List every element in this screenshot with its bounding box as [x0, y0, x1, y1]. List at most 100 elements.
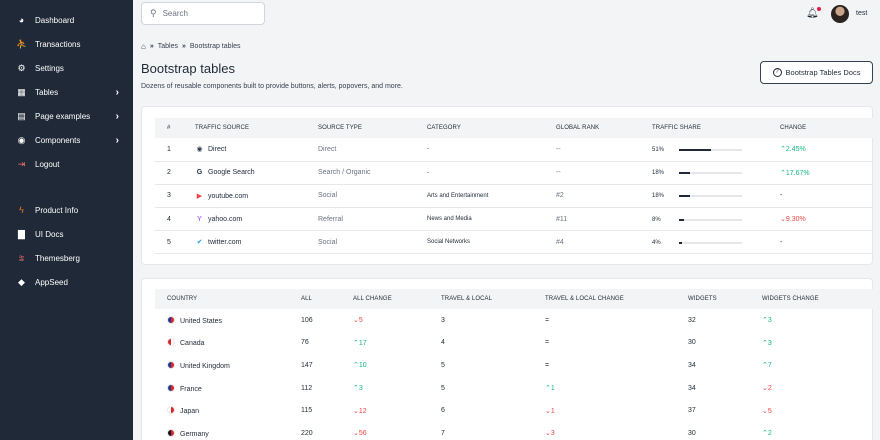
category: -	[427, 161, 556, 185]
arrow-down-icon: ⌄	[545, 430, 551, 438]
traffic-share-cell: 51%	[652, 138, 780, 162]
country-name[interactable]: United States	[180, 317, 223, 325]
notification-dot	[816, 7, 821, 11]
traffic-share: 51%	[652, 147, 742, 153]
travel-value: 5	[441, 361, 445, 369]
traffic-share-percent: 18%	[652, 193, 665, 200]
change-value: -	[780, 192, 783, 200]
progress-fill	[679, 172, 691, 175]
arrow-up-icon: ⌃	[353, 339, 359, 347]
traffic-share-cell: 4%	[652, 230, 780, 255]
traffic-source-cell: ✔ twitter.com	[195, 230, 318, 255]
traffic-source[interactable]: twitter.com	[208, 239, 242, 247]
traffic-source[interactable]: yahoo.com	[208, 215, 243, 223]
breadcrumb-item-current: Bootstrap tables	[189, 43, 241, 50]
sidebar-item-dashboard[interactable]: ◕ Dashboard	[0, 8, 133, 32]
country-cell: Canada	[155, 332, 301, 355]
search-box[interactable]: ⚲	[141, 2, 265, 25]
category: Social Networks	[427, 230, 556, 255]
pie-chart-icon: ◕	[18, 15, 25, 25]
sidebar-item-appseed[interactable]: ◆ AppSeed	[0, 270, 133, 294]
change-value: 2.45%	[785, 146, 806, 154]
change-cell: ⌄1	[545, 399, 688, 422]
home-icon[interactable]: ⌂	[141, 42, 146, 51]
sidebar-item-label: Components	[35, 135, 81, 145]
breadcrumb: ⌂ » Tables » Bootstrap tables	[141, 42, 240, 51]
arrow-down-icon: ⌄	[545, 407, 551, 415]
sidebar-item-page-examples[interactable]: ▤ Page examples ›	[0, 104, 133, 128]
category: Arts and Entertainment	[427, 184, 556, 209]
page-subtitle: Dozens of reusable components built to p…	[141, 83, 403, 90]
table-row: 2 G Google Search Search / Organic - -- 18% ⌃17…	[155, 161, 873, 185]
sidebar-item-label: Dashboard	[35, 15, 75, 25]
country-name[interactable]: Japan	[180, 408, 200, 416]
breadcrumb-item-tables[interactable]: Tables	[157, 43, 178, 50]
avatar[interactable]	[831, 5, 849, 23]
arrow-up-icon: ⌃	[762, 430, 768, 438]
sidebar-item-label: AppSeed	[35, 277, 68, 287]
table-row: United Kingdom 147 ⌃10 5 = 34 ⌃7	[155, 354, 873, 377]
sidebar-item-product-info[interactable]: ϟ Product Info	[0, 198, 133, 222]
column-header: WIDGETS CHANGE	[762, 289, 873, 309]
sidebar-item-label: Logout	[35, 159, 60, 169]
search-icon: ⚲	[150, 8, 157, 18]
file-icon: ▤	[17, 110, 26, 121]
column-header: TRAVEL & LOCAL CHANGE	[545, 289, 688, 309]
sidebar-item-themesberg[interactable]: ⩰ Themesberg	[0, 246, 133, 270]
change-cell: ⌃3	[762, 332, 873, 355]
table-row: United States 106 ⌄5 3 = 32 ⌃3	[155, 309, 873, 332]
sidebar-item-tables[interactable]: ▦ Tables ›	[0, 80, 133, 104]
user-hand-icon: ⛹	[16, 38, 28, 49]
traffic-share-cell: 18%	[652, 161, 780, 185]
country-name[interactable]: Canada	[180, 340, 205, 348]
arrow-down-icon: ⌄	[353, 317, 359, 325]
sidebar-item-transactions[interactable]: ⛹ Transactions	[0, 32, 133, 56]
change-cell: ⌃10	[353, 354, 441, 377]
row-number: 5	[155, 230, 195, 255]
all-value: 147	[301, 361, 313, 369]
change-cell: -	[780, 184, 873, 209]
change-cell: =	[545, 354, 688, 377]
progress-bar	[679, 148, 742, 151]
traffic-source[interactable]: youtube.com	[208, 192, 249, 200]
sidebar-item-label: Settings	[35, 63, 64, 73]
sidebar-item-label: Themesberg	[35, 253, 80, 263]
google-icon: G	[196, 169, 203, 177]
username[interactable]: test	[856, 10, 868, 17]
question-icon: ?	[772, 68, 782, 77]
change-value: 3	[767, 317, 772, 325]
country-name[interactable]: United Kingdom	[180, 362, 230, 370]
change-cell: ⌃3	[762, 309, 873, 332]
sidebar-item-logout[interactable]: ⇥ Logout	[0, 152, 133, 176]
country-cell: Germany	[155, 422, 301, 440]
sidebar-item-label: Tables	[35, 87, 59, 97]
sidebar-item-settings[interactable]: ⚙ Settings	[0, 56, 133, 80]
traffic-source[interactable]: Direct	[208, 146, 227, 154]
flag-fr-icon	[167, 383, 175, 392]
search-input[interactable]	[162, 9, 253, 18]
category: -	[427, 138, 556, 162]
global-rank: #4	[556, 230, 652, 255]
arrow-up-icon: ⌃	[353, 362, 359, 370]
row-number: 3	[155, 184, 195, 209]
sidebar-item-label: Product Info	[35, 205, 79, 215]
column-header: #	[155, 118, 195, 138]
change-cell: ⌃17.67%	[780, 161, 873, 185]
traffic-source[interactable]: Google Search	[208, 169, 255, 177]
country-name[interactable]: Germany	[180, 430, 209, 438]
bell-icon[interactable]: 🔔︎	[806, 7, 821, 19]
source-type: Social	[318, 184, 427, 209]
docs-button[interactable]: ? Bootstrap Tables Docs	[760, 61, 873, 84]
all-value: 112	[301, 384, 313, 392]
all-value: 76	[301, 339, 309, 347]
widgets-value: 34	[688, 384, 696, 392]
country-name[interactable]: France	[180, 385, 202, 393]
global-rank: --	[556, 138, 652, 162]
arrow-down-icon: ⌄	[353, 407, 359, 415]
flag-us-icon	[167, 315, 175, 324]
arrow-up-icon: ⌃	[762, 362, 768, 370]
sidebar-item-ui-docs[interactable]: ▇ UI Docs	[0, 222, 133, 246]
change-value: 3	[550, 430, 555, 438]
sidebar-item-components[interactable]: ◉ Components ›	[0, 128, 133, 152]
